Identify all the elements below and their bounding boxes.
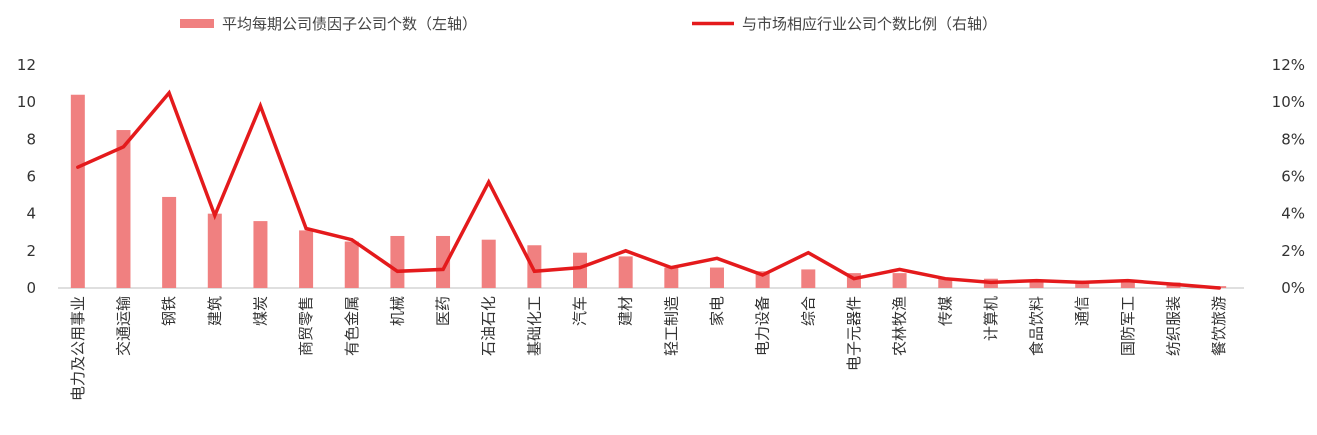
bar — [892, 273, 907, 288]
bar — [527, 245, 542, 288]
category-label: 电力及公用事业 — [69, 296, 87, 401]
category-label: 农林牧渔 — [891, 296, 909, 356]
bar — [70, 94, 85, 288]
bar — [1075, 280, 1090, 288]
bar — [162, 196, 177, 288]
right-tick-label: 4% — [1281, 205, 1305, 223]
bar — [1029, 280, 1044, 288]
bar — [664, 267, 679, 288]
category-label: 机械 — [388, 296, 406, 326]
bar — [116, 130, 131, 288]
bar — [253, 221, 268, 288]
category-label: 传媒 — [936, 296, 954, 326]
right-tick-label: 2% — [1281, 242, 1305, 260]
category-label: 煤炭 — [251, 296, 269, 326]
bar — [436, 235, 451, 288]
legend-line-label: 与市场相应行业公司个数比例（右轴） — [742, 15, 997, 33]
left-tick-label: 6 — [26, 168, 36, 186]
category-label: 国防军工 — [1119, 296, 1137, 356]
right-tick-label: 10% — [1272, 93, 1305, 111]
category-label: 汽车 — [571, 296, 589, 326]
category-label: 基础化工 — [525, 296, 543, 356]
bar — [299, 230, 314, 288]
left-tick-label: 4 — [26, 205, 36, 223]
bar — [344, 241, 359, 288]
legend: 平均每期公司债因子公司个数（左轴） 与市场相应行业公司个数比例（右轴） — [180, 15, 997, 33]
category-label: 综合 — [799, 296, 817, 326]
bar-series — [70, 94, 1227, 288]
line-series-path — [76, 89, 1221, 290]
category-label: 纺织服装 — [1165, 296, 1183, 356]
bar — [938, 278, 953, 288]
right-tick-label: 12% — [1272, 56, 1305, 74]
left-tick-label: 0 — [26, 279, 36, 297]
category-label: 计算机 — [982, 296, 1000, 341]
left-tick-label: 2 — [26, 242, 36, 260]
legend-bar-label: 平均每期公司债因子公司个数（左轴） — [222, 15, 477, 33]
bar — [481, 239, 496, 288]
category-label: 钢铁 — [160, 296, 178, 326]
category-label: 家电 — [708, 296, 726, 326]
category-label: 轻工制造 — [662, 296, 680, 356]
bar — [1120, 280, 1135, 288]
bar — [709, 267, 724, 288]
category-label: 食品饮料 — [1028, 296, 1046, 356]
left-axis-ticks: 0 2 4 6 8 10 12 — [17, 56, 36, 297]
right-tick-label: 6% — [1281, 168, 1305, 186]
left-tick-label: 12 — [17, 56, 36, 74]
category-label: 石油石化 — [480, 296, 498, 356]
category-label: 医药 — [434, 296, 452, 326]
left-tick-label: 8 — [26, 130, 36, 148]
right-axis-ticks: 0% 2% 4% 6% 8% 10% 12% — [1272, 56, 1305, 297]
category-label: 有色金属 — [343, 296, 361, 356]
bar — [207, 213, 222, 288]
category-label: 交通运输 — [114, 296, 132, 356]
line-series — [76, 89, 1221, 290]
category-label: 建材 — [617, 296, 635, 326]
right-tick-label: 0% — [1281, 279, 1305, 297]
bar — [390, 235, 405, 288]
bar — [618, 256, 633, 288]
category-label: 电子元器件 — [845, 296, 863, 371]
left-tick-label: 10 — [17, 93, 36, 111]
category-label: 餐饮旅游 — [1210, 296, 1228, 356]
category-label: 通信 — [1073, 296, 1091, 326]
legend-bar-swatch — [180, 19, 214, 28]
category-label: 商贸零售 — [297, 296, 315, 356]
category-labels: 电力及公用事业 交通运输 钢铁 建筑 煤炭 商贸零售 有色金属 机械 医药 石油石化 基础化工 汽车建… — [69, 296, 1228, 401]
category-label: 电力设备 — [754, 296, 772, 356]
bar — [801, 269, 816, 288]
bar — [573, 252, 588, 288]
category-label: 建筑 — [206, 296, 224, 326]
right-tick-label: 8% — [1281, 130, 1305, 148]
